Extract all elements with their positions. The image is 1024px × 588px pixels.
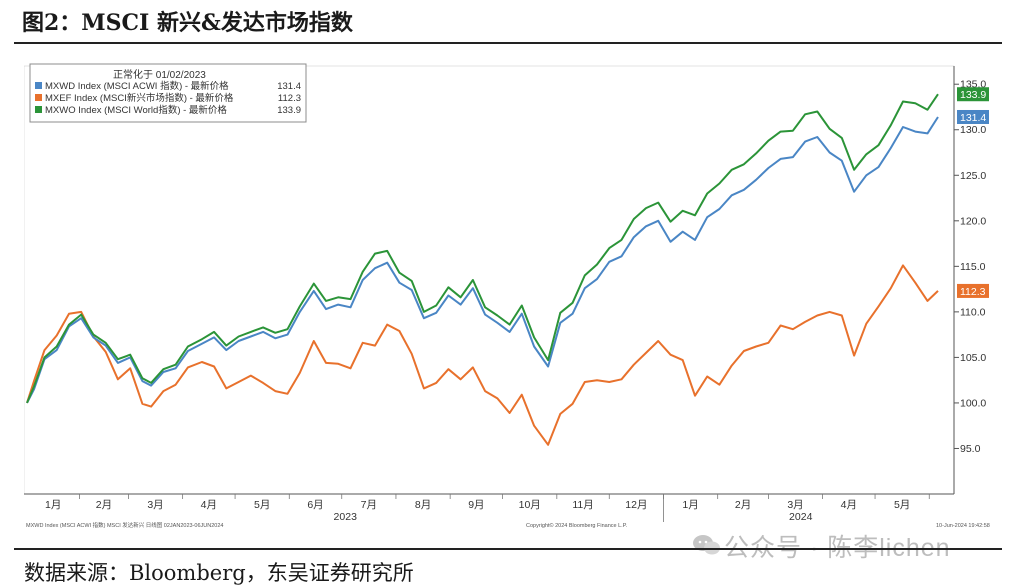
y-tick-label: 130.0	[960, 124, 986, 136]
legend-value: 131.4	[277, 81, 301, 92]
x-tick-label: 2月	[735, 499, 751, 511]
legend-value: 133.9	[277, 105, 301, 116]
x-tick-label: 7月	[361, 499, 377, 511]
x-tick-label: 3月	[787, 499, 803, 511]
legend-value: 112.3	[278, 93, 301, 104]
series-layer	[26, 93, 939, 446]
y-tick-label: 100.0	[960, 397, 986, 409]
x-tick-label: 5月	[254, 499, 270, 511]
x-tick-label: 9月	[468, 499, 484, 511]
chart: 95.0100.0105.0110.0115.0120.0125.0130.01…	[24, 58, 1002, 532]
year-label: 2024	[789, 511, 813, 523]
end-value-label: 131.4	[960, 112, 986, 124]
end-value-tag	[957, 109, 989, 124]
plot-area	[24, 65, 955, 495]
y-tick-label: 95.0	[960, 443, 981, 455]
legend-label: MXWO Index (MSCI World指数) - 最新价格	[45, 104, 227, 116]
bottom-rule	[14, 548, 1002, 550]
y-tick-label: 120.0	[960, 215, 986, 227]
legend-swatch	[35, 82, 42, 89]
footnote-left: MXWD Index (MSCI ACWI 指数) MSCI 发达新兴 日线图 …	[26, 521, 223, 529]
x-tick-label: 10月	[519, 499, 541, 511]
x-tick-label: 1月	[45, 499, 61, 511]
end-value-tag	[957, 87, 989, 102]
legend-box	[29, 63, 307, 123]
year-label: 2023	[334, 511, 358, 523]
figure-title: 图2：MSCI 新兴&发达市场指数	[22, 10, 353, 36]
footnote-timestamp: 10-Jun-2024 19:42:58	[936, 523, 990, 529]
series-line	[26, 116, 939, 404]
legend-label: MXWD Index (MSCI ACWI 指数) - 最新价格	[45, 80, 229, 92]
watermark: 公众号 · 陈李lichen	[724, 534, 951, 562]
x-tick-label: 12月	[625, 499, 647, 511]
end-value-tag	[957, 283, 989, 298]
x-tick-label: 4月	[841, 499, 857, 511]
x-tick-label: 11月	[572, 499, 593, 511]
x-tick-label: 1月	[682, 499, 698, 511]
legend: 正常化于 01/02/2023 MXWD Index (MSCI ACWI 指数…	[29, 63, 307, 123]
y-tick-label: 115.0	[960, 261, 986, 273]
source-note: 数据来源：Bloomberg，东吴证券研究所	[24, 561, 414, 585]
y-axis: 95.0100.0105.0110.0115.0120.0125.0130.01…	[954, 79, 986, 455]
top-rule	[14, 42, 1002, 44]
x-axis: 1月 2月 3月 4月 5月 6月 7月 8月 9月 10月 11月 12月 1月 2月 3月 4月 5月 202…	[45, 494, 930, 523]
end-value-label: 112.3	[960, 286, 986, 298]
x-tick-label: 6月	[307, 499, 323, 511]
x-tick-label: 8月	[415, 499, 431, 511]
x-tick-label: 5月	[894, 499, 910, 511]
legend-label: MXEF Index (MSCI新兴市场指数) - 最新价格	[45, 92, 234, 104]
end-value-tags: 131.4 112.3 133.9	[957, 87, 989, 298]
y-tick-label: 110.0	[960, 306, 986, 318]
legend-swatch	[35, 94, 42, 101]
y-tick-label: 125.0	[960, 170, 986, 182]
footnote-copyright: Copyright© 2024 Bloomberg Finance L.P.	[526, 522, 628, 529]
x-tick-label: 2月	[96, 499, 112, 511]
x-tick-label: 4月	[201, 499, 217, 511]
legend-swatch	[35, 106, 42, 113]
x-tick-label: 3月	[147, 499, 163, 511]
legend-entries: MXWD Index (MSCI ACWI 指数) - 最新价格 131.4 MXE…	[35, 80, 301, 116]
series-line	[26, 264, 939, 446]
series-line	[26, 93, 939, 404]
y-tick-label: 105.0	[960, 352, 986, 364]
end-value-label: 133.9	[960, 89, 986, 101]
legend-header: 正常化于 01/02/2023	[113, 68, 206, 81]
